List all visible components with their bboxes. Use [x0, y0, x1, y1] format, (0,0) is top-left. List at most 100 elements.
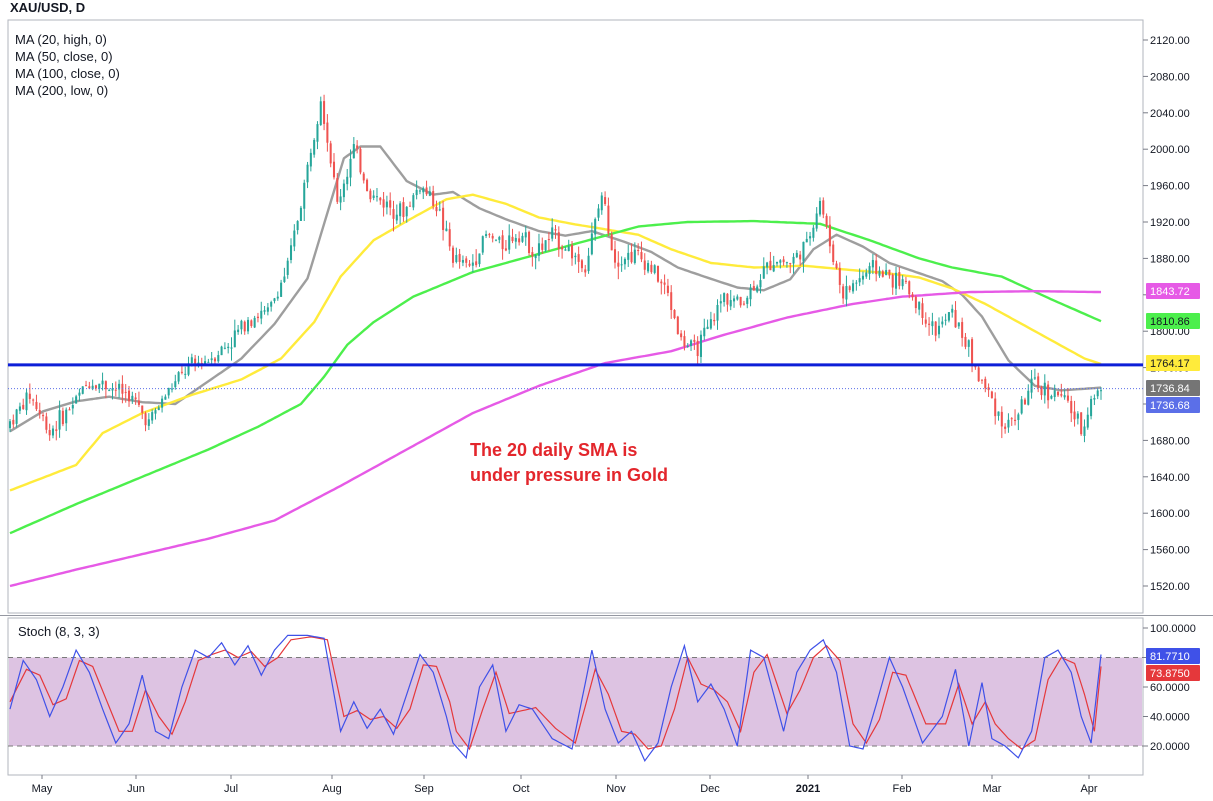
candle — [154, 408, 157, 420]
candle — [22, 398, 25, 410]
candle — [610, 231, 613, 251]
candle — [888, 269, 891, 279]
candle-body — [1063, 395, 1066, 398]
candle-body — [409, 205, 412, 207]
candle-body — [656, 265, 660, 282]
candle — [475, 249, 478, 268]
candle-body — [607, 205, 610, 234]
candle-body — [924, 319, 927, 324]
candle-body — [832, 244, 835, 263]
candle — [114, 381, 117, 397]
candle-body — [104, 381, 107, 390]
candle-body — [680, 333, 683, 338]
candle — [590, 222, 593, 256]
candle-body — [901, 279, 904, 287]
candle-body — [1070, 400, 1073, 414]
candle-body — [286, 260, 289, 275]
candle — [137, 391, 140, 408]
candle-body — [141, 405, 144, 413]
candle — [785, 261, 788, 268]
candle-body — [756, 286, 759, 292]
candle — [964, 333, 967, 350]
candle-body — [1090, 398, 1093, 417]
candle — [551, 218, 554, 242]
candle-body — [75, 396, 78, 404]
candle — [947, 312, 950, 323]
price-tag-bg — [1146, 313, 1200, 329]
candle — [94, 384, 97, 391]
candle-body — [230, 347, 233, 349]
candle-body — [32, 399, 35, 401]
candle-body — [1073, 411, 1076, 420]
candle-body — [580, 260, 583, 269]
candle-body — [177, 372, 180, 382]
price-tick-label: 1600.00 — [1150, 508, 1190, 520]
candle-body — [752, 286, 755, 291]
candle — [501, 230, 504, 260]
candle — [789, 262, 792, 274]
candle — [207, 358, 210, 363]
candle-body — [736, 296, 739, 300]
candle-body — [551, 227, 554, 239]
candle-body — [537, 243, 540, 256]
candle — [508, 224, 511, 254]
stoch-tag-bg — [1146, 665, 1200, 681]
candle — [180, 366, 183, 375]
candle — [597, 204, 600, 222]
candle — [319, 96, 322, 126]
candle — [1050, 394, 1053, 400]
candle — [921, 297, 924, 325]
candle-body — [937, 325, 941, 335]
candle-body — [213, 358, 217, 362]
candle-body — [461, 259, 464, 263]
candle — [48, 423, 51, 441]
candle-body — [1056, 391, 1060, 396]
candle-body — [451, 247, 455, 263]
candle — [1083, 419, 1086, 443]
candle-body — [792, 256, 795, 264]
candle — [703, 318, 706, 341]
candle-body — [921, 303, 924, 318]
candle — [855, 280, 858, 291]
candle-body — [247, 319, 250, 332]
candle — [481, 235, 484, 255]
candle — [385, 195, 388, 215]
candle-body — [45, 416, 48, 430]
candle-body — [276, 296, 279, 299]
candle-body — [253, 317, 256, 328]
candle-body — [881, 271, 884, 277]
candle — [75, 394, 78, 404]
candle — [8, 419, 12, 433]
candle — [1014, 409, 1017, 426]
candle — [399, 201, 402, 225]
price-tag-text: 1810.86 — [1150, 316, 1190, 328]
candle — [131, 391, 134, 404]
candle-body — [683, 336, 686, 347]
time-tick-label: Apr — [1080, 783, 1097, 795]
candle — [240, 319, 243, 335]
candle — [65, 407, 68, 432]
candle-body — [994, 398, 997, 417]
candle-body — [78, 392, 81, 396]
candle-body — [28, 393, 31, 399]
candle-body — [918, 301, 921, 310]
candle — [719, 294, 722, 313]
candle-body — [15, 409, 18, 424]
candle-body — [1096, 390, 1099, 397]
candle — [832, 240, 835, 266]
stoch-label: Stoch (8, 3, 3) — [18, 624, 100, 639]
candle-body — [220, 346, 223, 356]
candle — [127, 385, 131, 407]
candle-body — [127, 390, 131, 402]
candle-body — [174, 381, 177, 388]
candle-body — [332, 161, 336, 178]
time-tick-label: Sep — [414, 783, 434, 795]
candle — [276, 291, 279, 301]
time-axis[interactable]: May Jun Jul Aug Sep Oct Nov Dec 2021 Feb Mar Apr — [32, 775, 1098, 795]
candle-body — [650, 264, 653, 273]
candle — [928, 317, 931, 336]
candle-body — [1014, 419, 1017, 421]
candle — [838, 262, 841, 294]
candle — [769, 251, 772, 271]
candle — [303, 179, 306, 222]
